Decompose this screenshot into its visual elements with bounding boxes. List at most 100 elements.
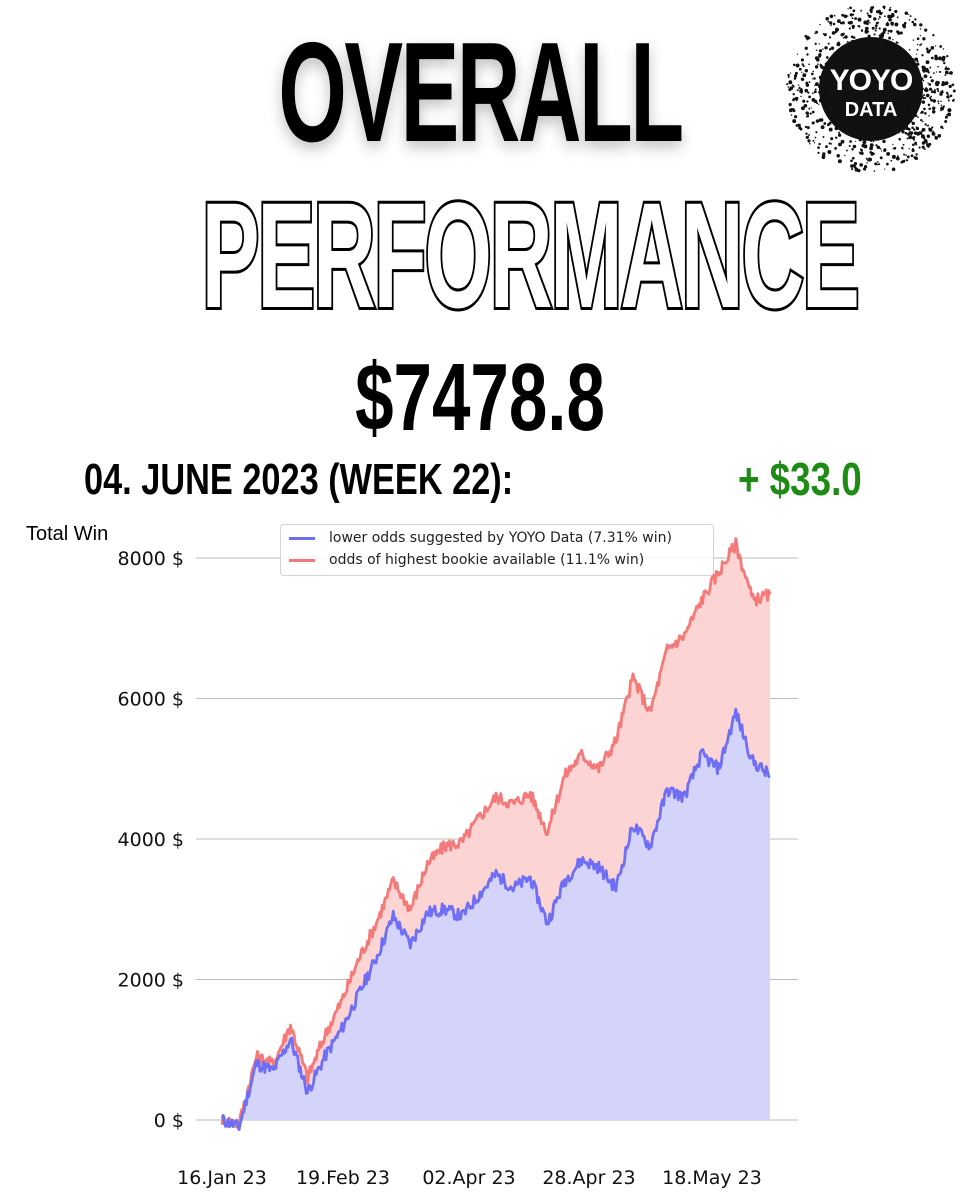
logo-dot (803, 103, 808, 108)
logo-dot (931, 90, 934, 94)
logo-dot (820, 125, 825, 130)
series-line-0 (220, 707, 771, 1131)
yoyo-data-logo: YOYO DATA (786, 4, 956, 174)
logo-dot (890, 21, 894, 26)
logo-dot (878, 27, 881, 30)
logo-dot (826, 123, 830, 127)
logo-dot (902, 148, 904, 150)
logo-dot (790, 72, 792, 74)
logo-dot (793, 74, 798, 78)
logo-dot (924, 28, 928, 32)
logo-dot (804, 68, 809, 73)
logo-dot (863, 144, 868, 149)
logo-dot (896, 155, 899, 158)
chart-legend: lower odds suggested by YOYO Data (7.31%… (280, 524, 714, 576)
logo-dot (937, 100, 940, 103)
logo-dot (817, 151, 820, 155)
logo-dot (806, 100, 809, 103)
logo-dot (879, 35, 883, 40)
logo-dot (919, 131, 923, 135)
y-tick-label: 4000 $ (118, 829, 184, 851)
logo-dot (807, 139, 811, 143)
logo-dot (818, 118, 823, 122)
logo-dot (885, 39, 888, 42)
logo-dot (827, 42, 830, 45)
logo-dot (944, 70, 949, 75)
logo-dot (927, 82, 929, 84)
logo-dot (904, 125, 909, 129)
logo-dot (932, 110, 936, 113)
logo-dot (913, 110, 916, 113)
logo-dot (906, 127, 909, 131)
logo-dot (814, 42, 817, 45)
logo-dot (890, 159, 893, 162)
logo-dot (925, 47, 929, 51)
logo-dot (818, 142, 821, 146)
series-line-1 (220, 537, 772, 1129)
logo-dot (831, 118, 833, 120)
logo-dot (798, 86, 801, 89)
logo-dot (814, 82, 819, 87)
y-axis-label: Total Win (26, 523, 108, 545)
logo-dot (860, 9, 863, 12)
logo-dot (921, 127, 926, 132)
logo-dot (910, 67, 914, 71)
logo-dot (913, 85, 917, 90)
logo-dot (906, 106, 910, 109)
logo-dot (894, 22, 899, 27)
logo-dot (837, 64, 840, 67)
logo-dot (831, 31, 836, 35)
logo-dot (871, 151, 874, 154)
logo-dot (792, 109, 796, 113)
logo-dot (882, 27, 887, 32)
week-delta: + $33.0 (738, 453, 862, 505)
logo-dot (864, 26, 869, 31)
logo-dot (925, 67, 929, 72)
logo-dot (843, 128, 847, 132)
logo-dot (916, 48, 919, 51)
logo-dot (887, 29, 890, 33)
logo-dot (849, 126, 851, 128)
logo-dot (814, 65, 819, 69)
logo-dot (924, 123, 927, 126)
logo-dot (909, 15, 912, 18)
logo-dot (823, 122, 827, 125)
logo-dot (918, 146, 921, 149)
logo-dot (913, 62, 917, 66)
logo-dot (866, 12, 869, 15)
logo-dot (915, 153, 918, 156)
logo-dot (808, 95, 812, 99)
x-tick-label: 16.Jan 23 (177, 1167, 267, 1189)
logo-dot (947, 99, 950, 102)
logo-dot (892, 24, 894, 27)
logo-dot (886, 44, 891, 49)
logo-dot (896, 16, 899, 19)
logo-dot (867, 14, 870, 17)
logo-dot (810, 72, 814, 76)
logo-dot (940, 104, 943, 107)
logo-dot (928, 127, 933, 132)
logo-dot (923, 74, 928, 79)
logo-dot (851, 168, 854, 171)
logo-dot (857, 17, 862, 22)
logo-dot (798, 67, 802, 71)
logo-dot (912, 138, 916, 141)
logo-dot (812, 139, 815, 142)
logo-dot (877, 9, 882, 14)
logo-dot (871, 138, 874, 141)
logo-dot (792, 119, 797, 124)
logo-dot (929, 87, 933, 91)
logo-dot (836, 154, 840, 158)
logo-dot (819, 23, 821, 26)
logo-dot (921, 54, 924, 57)
logo-dot (806, 53, 809, 56)
logo-dot (944, 115, 948, 119)
logo-dot (860, 151, 864, 155)
logo-dot (945, 91, 949, 95)
logo-dot (890, 125, 895, 130)
y-tick-label: 0 $ (154, 1110, 184, 1132)
logo-dot (945, 66, 947, 68)
logo-dot (908, 75, 911, 78)
logo-dot (814, 84, 816, 87)
logo-dot (932, 99, 936, 103)
